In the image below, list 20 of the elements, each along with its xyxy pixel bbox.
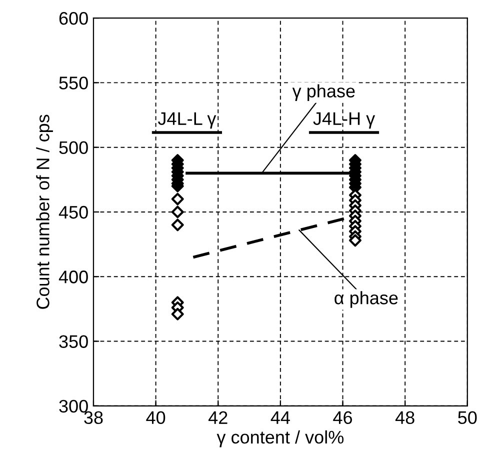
x-tick-label: 48 [395,411,414,424]
annotation: α phase [334,291,398,308]
y-tick-label: 400 [58,270,88,284]
y-tick-label: 350 [59,335,88,348]
y-tick-label: 600 [59,12,88,25]
y-tick-label: 550 [59,76,88,90]
x-tick-label: 46 [333,411,352,424]
y-tick-label: 450 [58,206,88,219]
y-axis-title: Count number of N / cps [36,114,53,309]
y-tick-label: 500 [59,141,88,154]
x-tick-label: 44 [270,411,290,424]
y-tick-label: 300 [59,400,88,413]
annotation: J4L-L γ [158,112,216,129]
x-tick-label: 42 [208,411,228,424]
annotation: J4L-H γ [313,112,376,129]
annotation: γ phase [292,84,355,102]
x-tick-label: 40 [146,411,166,424]
x-axis-title: γ content / vol% [216,430,344,448]
x-tick-label: 50 [458,411,477,424]
x-tick-label: 38 [84,411,103,424]
